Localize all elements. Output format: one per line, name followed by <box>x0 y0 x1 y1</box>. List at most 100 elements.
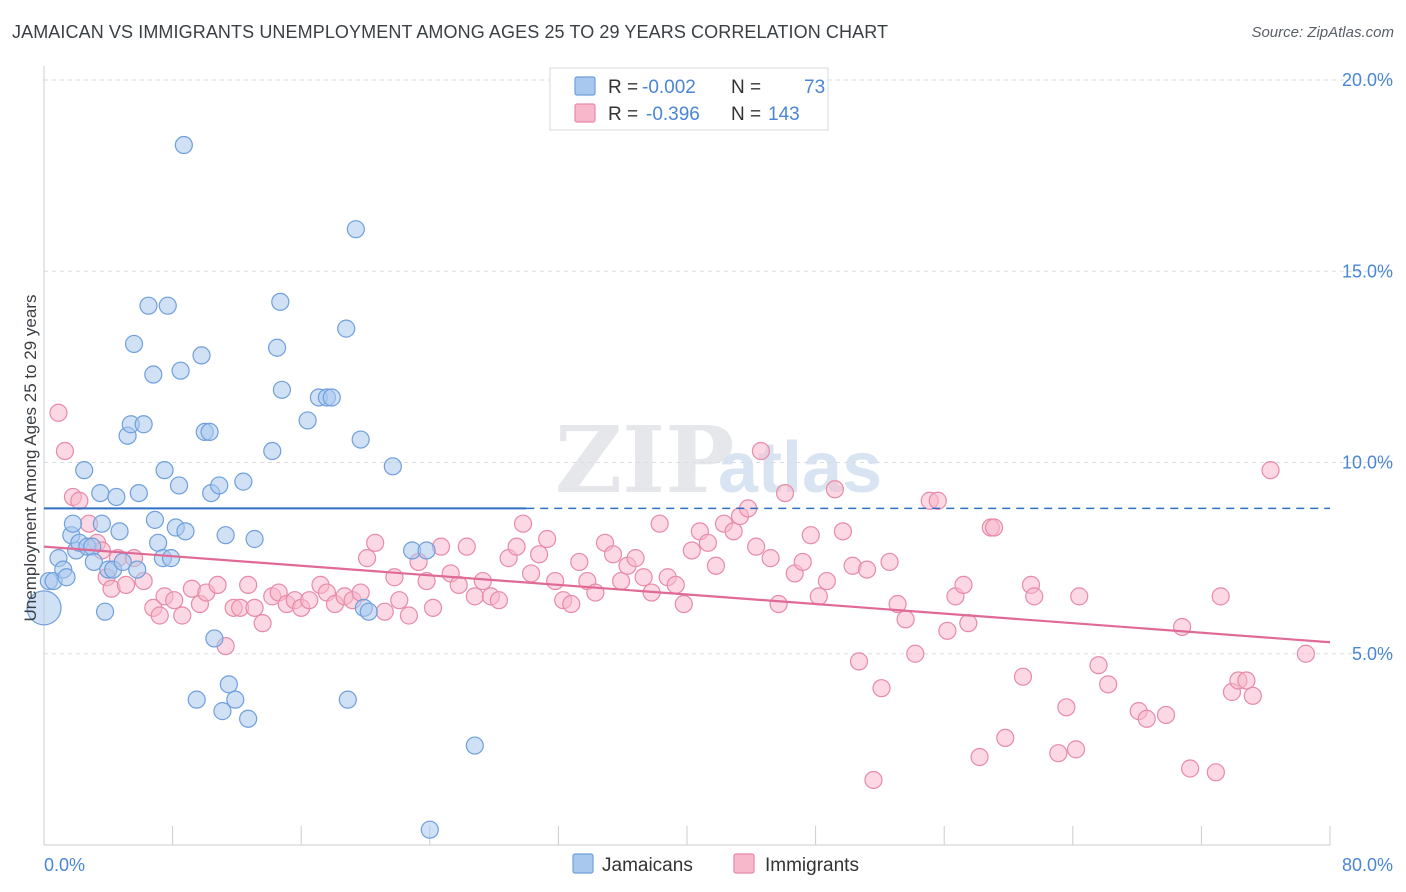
jamaicans-point-35 <box>161 549 181 568</box>
immigrants-point-79 <box>674 594 693 614</box>
jamaicans-point-47 <box>210 476 229 495</box>
immigrants-point-47 <box>417 571 436 591</box>
x-tick-label-max: 80.0% <box>1342 855 1393 875</box>
y-tick-label-2: 15.0% <box>1342 261 1393 281</box>
jamaicans-point-55 <box>263 441 282 461</box>
immigrants-point-39 <box>351 583 370 602</box>
y-axis-label: Unemployment Among Ages 25 to 29 years <box>21 295 40 622</box>
svg-text:R =: R = <box>608 104 638 125</box>
immigrants-point-27 <box>253 614 272 633</box>
immigrants-point-66 <box>570 552 589 572</box>
svg-text:143: 143 <box>768 104 800 125</box>
immigrants-point-3 <box>70 491 89 510</box>
immigrants-point-90 <box>761 549 780 568</box>
jamaicans-point-52 <box>234 472 253 491</box>
jamaicans-point-57 <box>271 292 290 311</box>
jamaicans-point-42 <box>192 346 211 365</box>
jamaicans-point-64 <box>338 690 357 709</box>
x-tick-label-min: 0.0% <box>44 855 85 875</box>
jamaicans-point-44 <box>200 422 219 441</box>
immigrants-point-62 <box>538 529 557 549</box>
legend-label-immigrants: Immigrants <box>765 855 859 876</box>
jamaicans-point-19 <box>107 487 126 507</box>
svg-text:-0.002: -0.002 <box>642 77 696 98</box>
y-tick-labels: 5.0% 10.0% 15.0% 20.0% <box>1342 70 1393 664</box>
stats-legend: R = -0.002 N = 73 R = -0.396 N = 143 <box>549 67 829 131</box>
immigrants-point-139 <box>1261 461 1280 480</box>
jamaicans-point-50 <box>219 675 238 694</box>
jamaicans-point-69 <box>383 457 402 476</box>
jamaicans-point-16 <box>95 602 115 621</box>
jamaicans-point-28 <box>139 296 158 315</box>
jamaicans-point-15 <box>92 514 111 533</box>
immigrants-point-85 <box>724 522 743 541</box>
immigrants-point-82 <box>698 533 717 552</box>
legend-swatch-immigrants <box>733 853 755 874</box>
jamaicans-point-66 <box>351 430 370 449</box>
jamaicans-point-0 <box>26 590 62 626</box>
axes <box>43 66 1331 846</box>
immigrants-point-94 <box>793 552 812 572</box>
immigrants-point-114 <box>959 614 978 633</box>
source-note: Source: ZipAtlas.com <box>1251 24 1394 41</box>
jamaicans-point-49 <box>216 526 235 545</box>
immigrants-point-44 <box>390 591 409 610</box>
immigrants-point-91 <box>769 594 788 614</box>
immigrants-point-40 <box>358 549 377 568</box>
immigrants-point-70 <box>603 545 623 564</box>
jamaicans-point-31 <box>149 533 168 552</box>
jamaicans-point-38 <box>171 361 190 380</box>
immigrants-point-92 <box>775 484 795 503</box>
immigrants-point-80 <box>682 541 701 560</box>
jamaicans-point-5 <box>57 568 76 587</box>
immigrants-point-71 <box>611 571 631 591</box>
jamaicans-point-62 <box>322 388 341 407</box>
jamaicans-point-63 <box>337 319 356 338</box>
immigrants-point-137 <box>1237 671 1256 690</box>
immigrants-point-102 <box>857 560 877 579</box>
immigrants-point-48 <box>423 598 443 617</box>
jamaicans-point-10 <box>75 461 94 480</box>
immigrants-point-129 <box>1137 709 1156 728</box>
immigrants-point-105 <box>880 552 899 572</box>
jamaicans-point-27 <box>134 415 153 434</box>
jamaicans-point-53 <box>239 709 258 728</box>
immigrants-point-52 <box>457 537 476 556</box>
immigrants-point-122 <box>1049 744 1068 763</box>
chart-title: JAMAICAN VS IMMIGRANTS UNEMPLOYMENT AMON… <box>12 22 889 42</box>
immigrants-point-124 <box>1066 740 1086 759</box>
immigrants-point-45 <box>399 606 419 625</box>
jamaicans-point-14 <box>91 484 110 503</box>
series-legend: Jamaicans Immigrants <box>572 853 859 876</box>
jamaicans-point-71 <box>417 541 436 560</box>
immigrants-point-83 <box>706 556 726 575</box>
immigrants-point-140 <box>1296 644 1315 663</box>
immigrants-point-89 <box>751 441 771 461</box>
immigrants-point-117 <box>984 518 1004 537</box>
immigrants-point-61 <box>530 545 549 564</box>
immigrants-point-14 <box>150 606 169 625</box>
stats-swatch-immigrants <box>574 103 596 123</box>
immigrants-point-125 <box>1070 587 1089 606</box>
immigrants-point-78 <box>666 575 685 595</box>
immigrants-point-59 <box>513 514 533 533</box>
jamaicans-point-30 <box>145 510 165 529</box>
immigrants-point-104 <box>872 679 891 698</box>
jamaicans-point-56 <box>267 338 287 357</box>
immigrants-point-25 <box>239 575 258 595</box>
y-tick-label-3: 20.0% <box>1342 70 1393 90</box>
immigrants-point-73 <box>626 549 645 568</box>
watermark-atlas: atlas <box>718 428 882 508</box>
immigrants-point-118 <box>996 728 1015 748</box>
jamaicans-point-73 <box>465 736 484 755</box>
immigrants-point-74 <box>634 568 653 587</box>
immigrants-point-119 <box>1013 667 1033 686</box>
watermark: ZIP atlas <box>555 406 882 514</box>
immigrants-point-108 <box>906 644 925 663</box>
immigrants-point-113 <box>954 575 973 595</box>
stats-n-label-jamaicans: N = <box>731 77 761 98</box>
immigrants-point-107 <box>896 610 915 629</box>
watermark-zip: ZIP <box>555 406 734 514</box>
jamaicans-point-20 <box>110 522 129 541</box>
